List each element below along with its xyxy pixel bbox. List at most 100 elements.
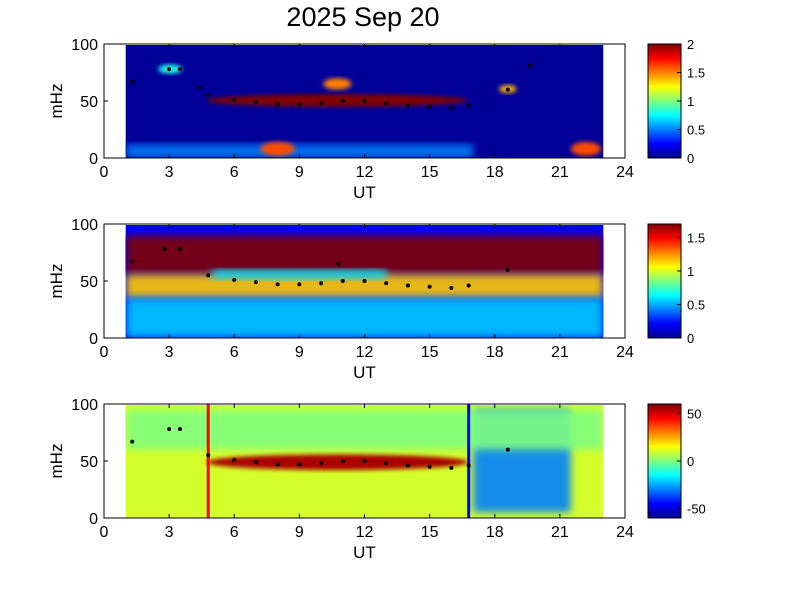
ridge-marker-13 — [466, 103, 471, 108]
y-axis-label: mHz — [47, 84, 66, 119]
extra-marker-3 — [177, 427, 182, 432]
heatmap-feature-2 — [125, 144, 474, 158]
ridge-marker-4 — [275, 102, 280, 107]
ridge-marker-7 — [340, 99, 345, 103]
colorbar-tick-label: 50 — [687, 407, 701, 422]
x-tick-label: 9 — [295, 344, 304, 361]
ridge-marker-6 — [319, 281, 324, 286]
x-axis-label: UT — [353, 183, 376, 202]
x-tick-label: 12 — [356, 524, 374, 541]
ridge-marker-12 — [449, 465, 454, 470]
ridge-marker-8 — [362, 459, 367, 463]
heatmap-feature-2 — [125, 274, 604, 299]
ridge-marker-10 — [405, 283, 410, 288]
heatmap-feature-4 — [323, 78, 352, 90]
extra-marker-3 — [177, 247, 182, 252]
figure-title: 2025 Sep 20 — [286, 2, 440, 32]
ridge-markers — [130, 247, 510, 290]
subplot-3: 0 3 6 9 12 15 18 21 24 0 50 100 UT mHz 50 0 -50 — [47, 397, 706, 562]
extra-marker-5 — [505, 87, 510, 92]
colorbar-gradient — [647, 223, 682, 339]
x-tick-label: 6 — [230, 524, 239, 541]
colorbar: 0 0.5 1 1.5 2 — [647, 37, 705, 166]
extra-marker-1 — [130, 439, 135, 444]
ridge-marker-4 — [275, 282, 280, 287]
x-tick-label: 12 — [356, 344, 374, 361]
heatmap-feature-3 — [212, 269, 387, 279]
ridge-marker-12 — [449, 105, 454, 110]
ridge-marker-11 — [427, 284, 432, 289]
y-tick-label: 0 — [89, 511, 98, 528]
colorbar-tick-label: 0 — [687, 331, 694, 346]
y-tick-label: 100 — [71, 217, 98, 234]
ridge-marker-11 — [427, 464, 432, 469]
extra-marker-4 — [197, 85, 202, 90]
y-axis-label: mHz — [47, 264, 66, 299]
ridge-marker-8 — [362, 279, 367, 283]
heatmap-feature-3 — [260, 142, 296, 156]
ridge-marker-5 — [297, 102, 302, 107]
extra-marker-1 — [130, 79, 135, 84]
extra-marker-2 — [162, 247, 167, 252]
heatmap-area — [125, 405, 604, 518]
ridge-marker-8 — [362, 99, 367, 103]
ridge-marker-5 — [297, 462, 302, 467]
ridge-marker-1 — [206, 273, 211, 278]
ridge-marker-10 — [405, 463, 410, 468]
x-tick-label: 21 — [551, 344, 569, 361]
y-tick-label: 100 — [71, 397, 98, 414]
colorbar: 50 0 -50 — [647, 403, 706, 519]
colorbar-tick-label: 1 — [687, 264, 694, 279]
ridge-marker-3 — [253, 460, 258, 465]
ridge-markers — [130, 63, 532, 110]
ridge-marker-10 — [405, 103, 410, 108]
colorbar-tick-label: -50 — [687, 502, 706, 517]
ridge-marker-4 — [275, 462, 280, 467]
heatmap-feature-4 — [125, 298, 604, 338]
heatmap-feature-1 — [206, 454, 469, 471]
ridge-marker-3 — [253, 100, 258, 105]
ridge-marker-9 — [384, 461, 389, 466]
x-axis-label: UT — [353, 363, 376, 382]
heatmap-feature-3 — [125, 409, 604, 450]
ridge-marker-1 — [206, 93, 211, 98]
x-tick-label: 15 — [421, 524, 439, 541]
ridge-marker-2 — [232, 97, 237, 102]
ridge-marker-13 — [466, 283, 471, 288]
x-tick-label: 9 — [295, 524, 304, 541]
x-tick-label: 15 — [421, 344, 439, 361]
x-axis-label: UT — [353, 543, 376, 562]
y-tick-label: 100 — [71, 37, 98, 54]
x-tick-label: 24 — [616, 524, 634, 541]
y-tick-label: 0 — [89, 331, 98, 348]
ridge-markers — [130, 427, 510, 470]
x-tick-label: 12 — [356, 164, 374, 181]
y-tick-label: 50 — [80, 454, 98, 471]
ridge-marker-9 — [384, 101, 389, 106]
ridge-marker-5 — [297, 282, 302, 287]
ridge-marker-12 — [449, 285, 454, 290]
colorbar-tick-label: 1 — [687, 94, 694, 109]
x-tick-label: 3 — [165, 524, 174, 541]
subplot-1: 0 3 6 9 12 15 18 21 24 0 50 100 UT mHz 0 0.5 1 1.5 2 — [47, 37, 705, 202]
x-tick-label: 21 — [551, 164, 569, 181]
y-tick-label: 0 — [89, 151, 98, 168]
x-tick-label: 15 — [421, 164, 439, 181]
colorbar-tick-label: 0.5 — [687, 123, 705, 138]
extra-marker-2 — [167, 427, 172, 432]
x-tick-label: 18 — [486, 164, 504, 181]
x-tick-label: 6 — [230, 344, 239, 361]
ridge-marker-6 — [319, 101, 324, 106]
extra-marker-3 — [177, 67, 182, 72]
extra-marker-4 — [336, 261, 341, 266]
ridge-marker-1 — [206, 453, 211, 458]
heatmap-feature-1 — [125, 235, 604, 275]
x-tick-label: 18 — [486, 344, 504, 361]
subplot-2: 0 3 6 9 12 15 18 21 24 0 50 100 UT mHz 0 0.5 1 1.5 — [47, 217, 705, 382]
x-tick-label: 0 — [100, 164, 109, 181]
colorbar-gradient — [647, 403, 682, 519]
colorbar-tick-label: 2 — [687, 37, 694, 52]
colorbar-tick-label: 0.5 — [687, 297, 705, 312]
colorbar-gradient — [647, 43, 682, 159]
x-tick-label: 18 — [486, 524, 504, 541]
